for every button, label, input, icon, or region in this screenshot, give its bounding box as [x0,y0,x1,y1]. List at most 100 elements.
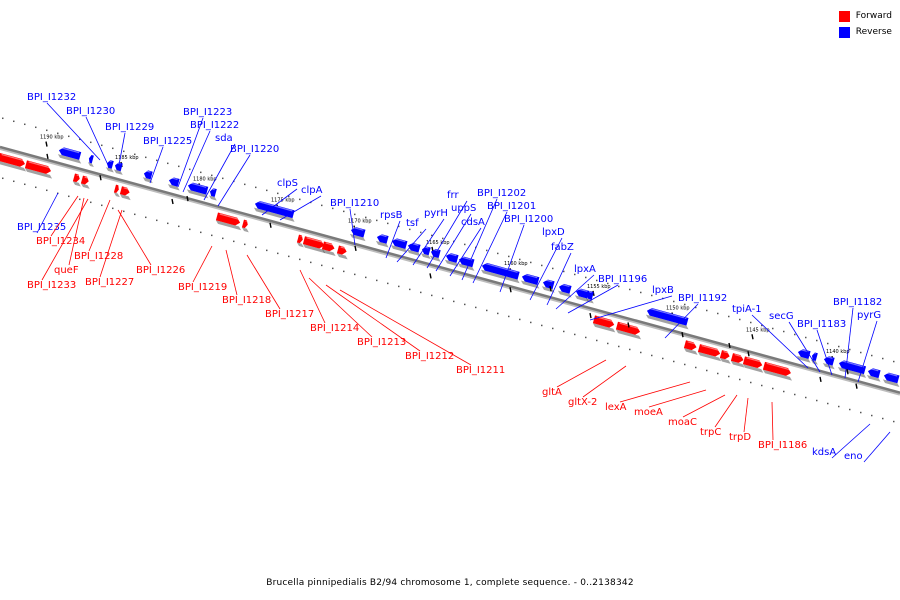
gene-label-reverse[interactable]: fabZ [551,242,574,253]
reverse-gene[interactable] [574,288,592,303]
gene-label-forward[interactable]: trpD [729,432,751,443]
gene-label-forward[interactable]: BPI_I1212 [405,351,454,362]
reverse-gene[interactable] [253,200,297,222]
forward-gene[interactable] [336,245,350,260]
reverse-gene[interactable] [822,355,837,370]
gene-label-forward[interactable]: queF [54,265,79,276]
gene-label-reverse[interactable]: pyrG [857,310,881,321]
gene-label-forward[interactable]: moaC [668,417,697,428]
reverse-gene[interactable] [57,146,84,164]
gene-label-reverse[interactable]: pyrH [424,208,448,219]
reverse-gene[interactable] [557,283,574,298]
reverse-gene[interactable] [520,273,542,289]
forward-gene[interactable] [321,241,338,257]
forward-gene[interactable] [215,212,244,231]
gene-label-forward[interactable]: trpC [700,427,721,438]
gene-label-reverse[interactable]: BPI_I1201 [487,201,536,212]
gene-label-forward[interactable]: BPI_I1218 [222,295,271,306]
gene-label-forward[interactable]: BPI_I1211 [456,365,505,376]
gene-label-reverse[interactable]: tsf [406,218,419,229]
gene-label-forward[interactable]: lexA [605,402,627,413]
forward-gene[interactable] [72,173,84,187]
gene-label-reverse[interactable]: BPI_I1196 [598,274,647,285]
reverse-gene[interactable] [837,359,869,378]
reverse-gene[interactable] [796,348,813,363]
gene-label-forward[interactable]: BPI_I1226 [136,265,185,276]
gene-label-reverse[interactable]: BPI_I1229 [105,122,154,133]
reverse-gene[interactable] [186,182,211,199]
reverse-gene[interactable] [375,233,391,248]
gene-label-forward[interactable]: BPI_I1217 [265,309,314,320]
reverse-gene[interactable] [167,176,182,191]
reverse-gene[interactable] [882,372,900,387]
forward-gene[interactable] [719,350,733,364]
gene-label-forward[interactable]: moeA [634,407,663,418]
gene-label-reverse[interactable]: sda [215,133,233,144]
reverse-gene[interactable] [349,226,368,242]
reverse-gene[interactable] [105,159,117,173]
forward-gene[interactable] [80,175,93,189]
gene-label-forward[interactable]: BPI_I1233 [27,280,76,291]
forward-gene[interactable] [302,236,328,254]
gene-label-reverse[interactable]: frr [447,190,459,201]
reverse-gene[interactable] [866,367,883,382]
forward-gene[interactable] [697,344,724,362]
forward-gene[interactable] [113,184,123,198]
forward-gene[interactable] [241,219,252,233]
reverse-gene[interactable] [208,188,220,201]
gene-label-reverse[interactable]: lpxD [542,227,565,238]
gene-label-reverse[interactable]: eno [844,451,863,462]
gene-label-reverse[interactable]: cdsA [461,217,485,228]
forward-gene[interactable] [24,160,55,179]
reverse-gene[interactable] [142,170,156,184]
gene-label-reverse[interactable]: secG [769,311,794,322]
gene-label-forward[interactable]: BPI_I1219 [178,282,227,293]
gene-label-reverse[interactable]: BPI_I1210 [330,198,379,209]
gene-label-reverse[interactable]: lpxB [652,285,674,296]
gene-label-reverse[interactable]: BPI_I1230 [66,106,115,117]
reverse-gene[interactable] [480,262,522,284]
gene-label-forward[interactable]: gltX-2 [568,397,597,408]
gene-label-reverse[interactable]: rpsB [380,210,403,221]
gene-label-reverse[interactable]: BPI_I1232 [27,92,76,103]
gene-label-reverse[interactable]: BPI_I1225 [143,136,192,147]
forward-gene[interactable] [742,356,766,373]
gene-label-forward[interactable]: BPI_I1186 [758,440,807,451]
gene-label-reverse[interactable]: BPI_I1220 [230,144,279,155]
reverse-gene[interactable] [645,307,691,330]
gene-label-reverse[interactable]: kdsA [812,447,836,458]
reverse-gene[interactable] [390,237,410,253]
forward-gene[interactable] [296,234,307,248]
forward-gene[interactable] [0,153,29,172]
forward-gene[interactable] [762,361,795,381]
gene-label-reverse[interactable]: clpS [277,178,298,189]
gene-label-reverse[interactable]: uppS [451,203,476,214]
reverse-gene[interactable] [429,248,443,262]
reverse-gene[interactable] [406,242,423,257]
gene-label-forward[interactable]: BPI_I1227 [85,277,134,288]
gene-label-reverse[interactable]: BPI_I1235 [17,222,66,233]
gene-label-forward[interactable]: BPI_I1213 [357,337,406,348]
gene-label-reverse[interactable]: BPI_I1200 [504,214,553,225]
reverse-gene[interactable] [444,252,461,267]
gene-label-reverse[interactable]: BPI_I1223 [183,107,232,118]
reverse-gene[interactable] [87,154,97,168]
forward-gene[interactable] [119,186,133,201]
gene-label-reverse[interactable]: tpiA-1 [732,304,762,315]
gene-label-forward[interactable]: BPI_I1228 [74,251,123,262]
forward-gene[interactable] [683,340,700,355]
gene-label-reverse[interactable]: BPI_I1222 [190,120,239,131]
gene-label-reverse[interactable]: BPI_I1202 [477,188,526,199]
reverse-gene[interactable] [541,279,557,293]
forward-gene[interactable] [730,353,747,368]
gene-label-reverse[interactable]: BPI_I1182 [833,297,882,308]
gene-label-forward[interactable]: BPI_I1214 [310,323,359,334]
gene-label-reverse[interactable]: BPI_I1183 [797,319,846,330]
gene-label-forward[interactable]: BPI_I1234 [36,236,85,247]
gene-label-reverse[interactable]: clpA [301,185,323,196]
guide-dot [24,183,26,186]
gene-label-reverse[interactable]: BPI_I1192 [678,293,727,304]
gene-label-forward[interactable]: gltA [542,387,562,398]
gene-label-reverse[interactable]: lpxA [574,264,596,275]
forward-gene[interactable] [592,315,618,333]
